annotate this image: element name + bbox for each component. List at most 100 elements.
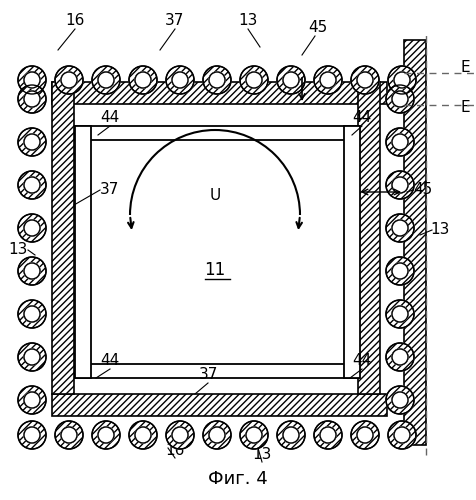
Circle shape xyxy=(24,91,40,107)
Circle shape xyxy=(386,257,414,285)
Circle shape xyxy=(392,177,408,193)
Circle shape xyxy=(18,257,46,285)
Circle shape xyxy=(283,72,299,88)
Circle shape xyxy=(55,66,83,94)
Text: 13: 13 xyxy=(238,13,258,28)
Circle shape xyxy=(392,306,408,322)
Circle shape xyxy=(277,66,305,94)
Circle shape xyxy=(314,421,342,449)
Text: 37: 37 xyxy=(100,182,119,198)
Circle shape xyxy=(386,386,414,414)
Circle shape xyxy=(240,66,268,94)
Circle shape xyxy=(24,263,40,279)
Circle shape xyxy=(386,300,414,328)
Text: 44: 44 xyxy=(100,353,119,368)
Circle shape xyxy=(18,421,46,449)
Circle shape xyxy=(24,349,40,365)
Circle shape xyxy=(166,421,194,449)
Circle shape xyxy=(18,171,46,199)
Circle shape xyxy=(172,427,188,443)
Text: 44: 44 xyxy=(100,110,119,125)
Circle shape xyxy=(203,66,231,94)
Circle shape xyxy=(24,427,40,443)
Circle shape xyxy=(172,72,188,88)
Bar xyxy=(52,394,387,416)
Circle shape xyxy=(351,421,379,449)
Circle shape xyxy=(388,66,416,94)
Bar xyxy=(344,126,360,378)
Circle shape xyxy=(18,386,46,414)
Circle shape xyxy=(386,85,414,113)
Circle shape xyxy=(386,171,414,199)
Circle shape xyxy=(246,72,262,88)
Text: 45: 45 xyxy=(413,182,432,198)
Circle shape xyxy=(386,343,414,371)
Circle shape xyxy=(135,427,151,443)
Text: E: E xyxy=(460,60,470,76)
Circle shape xyxy=(61,72,77,88)
Circle shape xyxy=(18,214,46,242)
Circle shape xyxy=(283,427,299,443)
Circle shape xyxy=(92,66,120,94)
Text: Фиг. 4: Фиг. 4 xyxy=(208,470,268,488)
Circle shape xyxy=(24,72,40,88)
Text: 44: 44 xyxy=(352,353,372,368)
Circle shape xyxy=(18,85,46,113)
Text: 13: 13 xyxy=(252,447,272,462)
Bar xyxy=(358,82,380,394)
Circle shape xyxy=(277,421,305,449)
Bar xyxy=(75,126,359,140)
Circle shape xyxy=(209,72,225,88)
Circle shape xyxy=(24,392,40,408)
Bar xyxy=(52,82,74,394)
Circle shape xyxy=(129,66,157,94)
Circle shape xyxy=(18,128,46,156)
Text: 16: 16 xyxy=(65,13,85,28)
Circle shape xyxy=(61,427,77,443)
Circle shape xyxy=(357,427,373,443)
Circle shape xyxy=(18,343,46,371)
Circle shape xyxy=(357,72,373,88)
Circle shape xyxy=(392,91,408,107)
Circle shape xyxy=(98,427,114,443)
Text: 45: 45 xyxy=(308,20,327,35)
Circle shape xyxy=(392,349,408,365)
Circle shape xyxy=(240,421,268,449)
Bar xyxy=(404,40,426,445)
Circle shape xyxy=(392,220,408,236)
Circle shape xyxy=(351,66,379,94)
Circle shape xyxy=(55,421,83,449)
Circle shape xyxy=(203,421,231,449)
Text: 44: 44 xyxy=(352,110,372,125)
Circle shape xyxy=(24,134,40,150)
Text: E: E xyxy=(460,100,470,116)
Circle shape xyxy=(98,72,114,88)
Circle shape xyxy=(246,427,262,443)
Circle shape xyxy=(386,128,414,156)
Circle shape xyxy=(129,421,157,449)
Circle shape xyxy=(18,300,46,328)
Circle shape xyxy=(24,177,40,193)
Text: 13: 13 xyxy=(430,222,450,238)
Circle shape xyxy=(392,263,408,279)
Text: 37: 37 xyxy=(198,367,218,382)
Circle shape xyxy=(135,72,151,88)
Circle shape xyxy=(314,66,342,94)
Circle shape xyxy=(392,392,408,408)
Bar xyxy=(52,82,387,104)
Text: U: U xyxy=(209,188,220,203)
Circle shape xyxy=(24,220,40,236)
Circle shape xyxy=(209,427,225,443)
Circle shape xyxy=(392,134,408,150)
Bar xyxy=(75,126,91,378)
Circle shape xyxy=(386,214,414,242)
Circle shape xyxy=(320,72,336,88)
Circle shape xyxy=(394,427,410,443)
Text: 16: 16 xyxy=(165,443,185,458)
Circle shape xyxy=(24,306,40,322)
Text: 37: 37 xyxy=(165,13,185,28)
Circle shape xyxy=(18,66,46,94)
Circle shape xyxy=(92,421,120,449)
Circle shape xyxy=(166,66,194,94)
Circle shape xyxy=(394,72,410,88)
